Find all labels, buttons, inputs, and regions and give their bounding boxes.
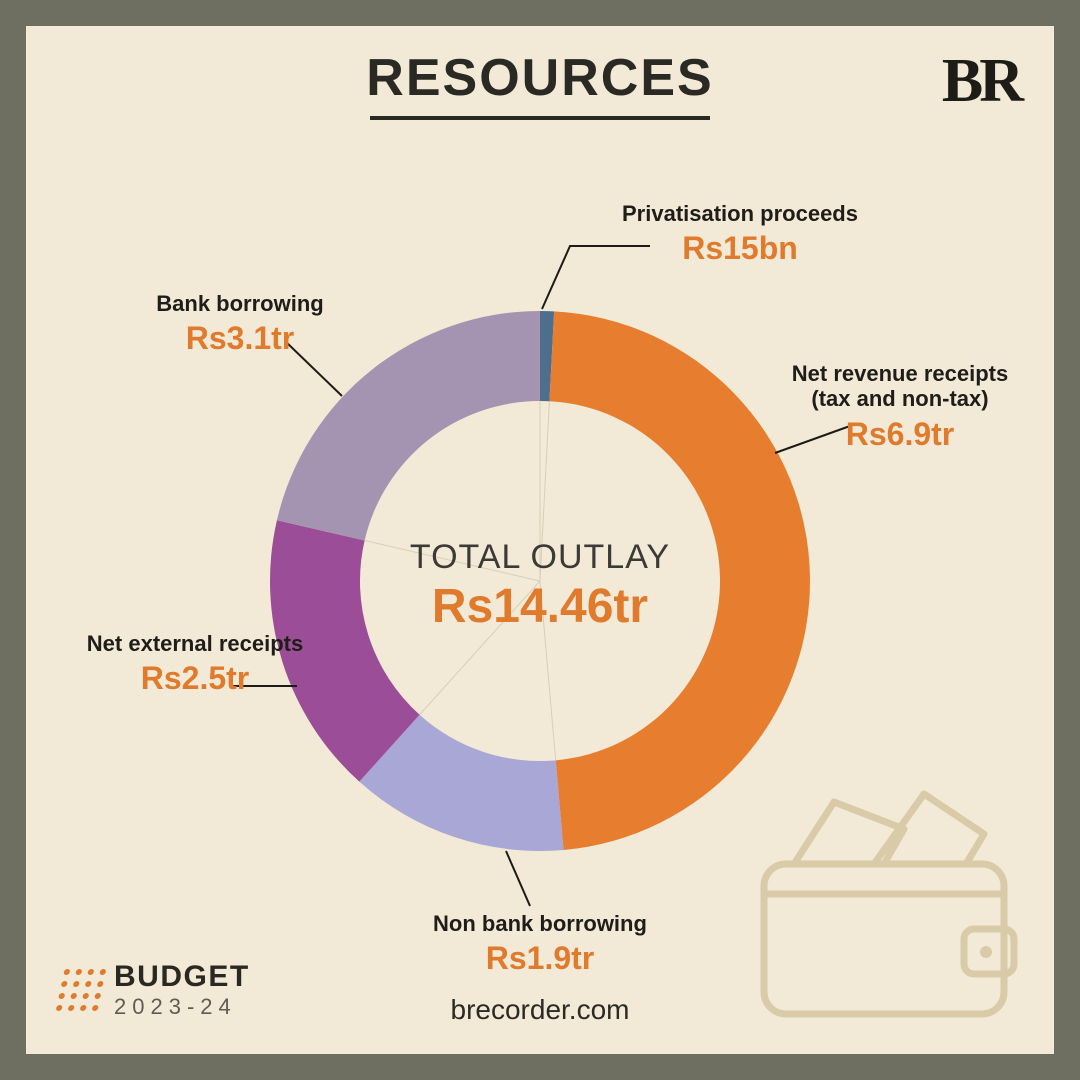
callout-value: Rs3.1tr [120,320,360,357]
page-title: RESOURCES [26,48,1054,120]
callout-value: Rs1.9tr [410,940,670,977]
budget-line1: BUDGET [114,960,250,994]
callout-net_revenue: Net revenue receipts(tax and non-tax) Rs6… [780,361,1020,452]
donut-chart: TOTAL OUTLAY Rs14.46tr Privatisation pro… [90,191,990,971]
callout-privatisation: Privatisation proceeds Rs15bn [610,201,870,267]
website-url: brecorder.com [26,994,1054,1026]
callout-label: Non bank borrowing [410,911,670,936]
callout-label: Privatisation proceeds [610,201,870,226]
callout-label: Bank borrowing [120,291,360,316]
callout-label: Net external receipts [80,631,310,656]
br-logo: BR [942,46,1020,117]
callout-non_bank: Non bank borrowing Rs1.9tr [410,911,670,977]
callout-bank_borrow: Bank borrowing Rs3.1tr [120,291,360,357]
callout-net_external: Net external receipts Rs2.5tr [80,631,310,697]
callout-value: Rs2.5tr [80,660,310,697]
infographic-frame: RESOURCES BR TOTAL OUTLAY Rs14.46tr Priv… [0,0,1080,1080]
title-text: RESOURCES [366,49,713,107]
callout-label: Net revenue receipts(tax and non-tax) [780,361,1020,412]
infographic-canvas: RESOURCES BR TOTAL OUTLAY Rs14.46tr Priv… [26,26,1054,1054]
title-underline [370,116,710,120]
center-bottom-text: Rs14.46tr [380,579,700,634]
callout-value: Rs15bn [610,230,870,267]
center-top-text: TOTAL OUTLAY [380,538,700,577]
chart-center-label: TOTAL OUTLAY Rs14.46tr [380,538,700,634]
callout-value: Rs6.9tr [780,416,1020,453]
